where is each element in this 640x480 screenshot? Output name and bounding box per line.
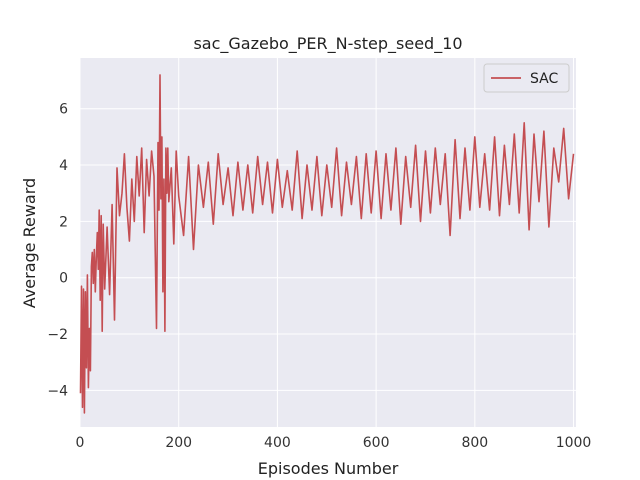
x-axis-label: Episodes Number [258,459,399,478]
x-tick-label: 400 [264,435,291,451]
x-tick-label: 600 [363,435,390,451]
x-tick-label: 800 [461,435,488,451]
y-tick-label: −4 [47,383,68,399]
y-tick-label: 6 [59,102,68,118]
x-tick-label: 200 [165,435,192,451]
legend-label-sac: SAC [530,71,558,87]
chart-title: sac_Gazebo_PER_N-step_seed_10 [193,34,462,54]
y-tick-label: 0 [59,271,68,287]
y-tick-label: 2 [59,214,68,230]
tick-labels: 0 200 400 600 800 1000 −4 −2 0 2 4 6 [47,102,591,451]
series-layer [79,74,575,414]
legend-box [483,63,570,93]
y-tick-label: −2 [47,327,68,343]
y-axis-label: Average Reward [20,178,39,308]
legend: SAC [483,63,570,93]
x-tick-label: 1000 [556,435,592,451]
series-line-sac [79,74,575,414]
y-tick-label: 4 [59,158,68,174]
x-tick-label: 0 [76,435,85,451]
